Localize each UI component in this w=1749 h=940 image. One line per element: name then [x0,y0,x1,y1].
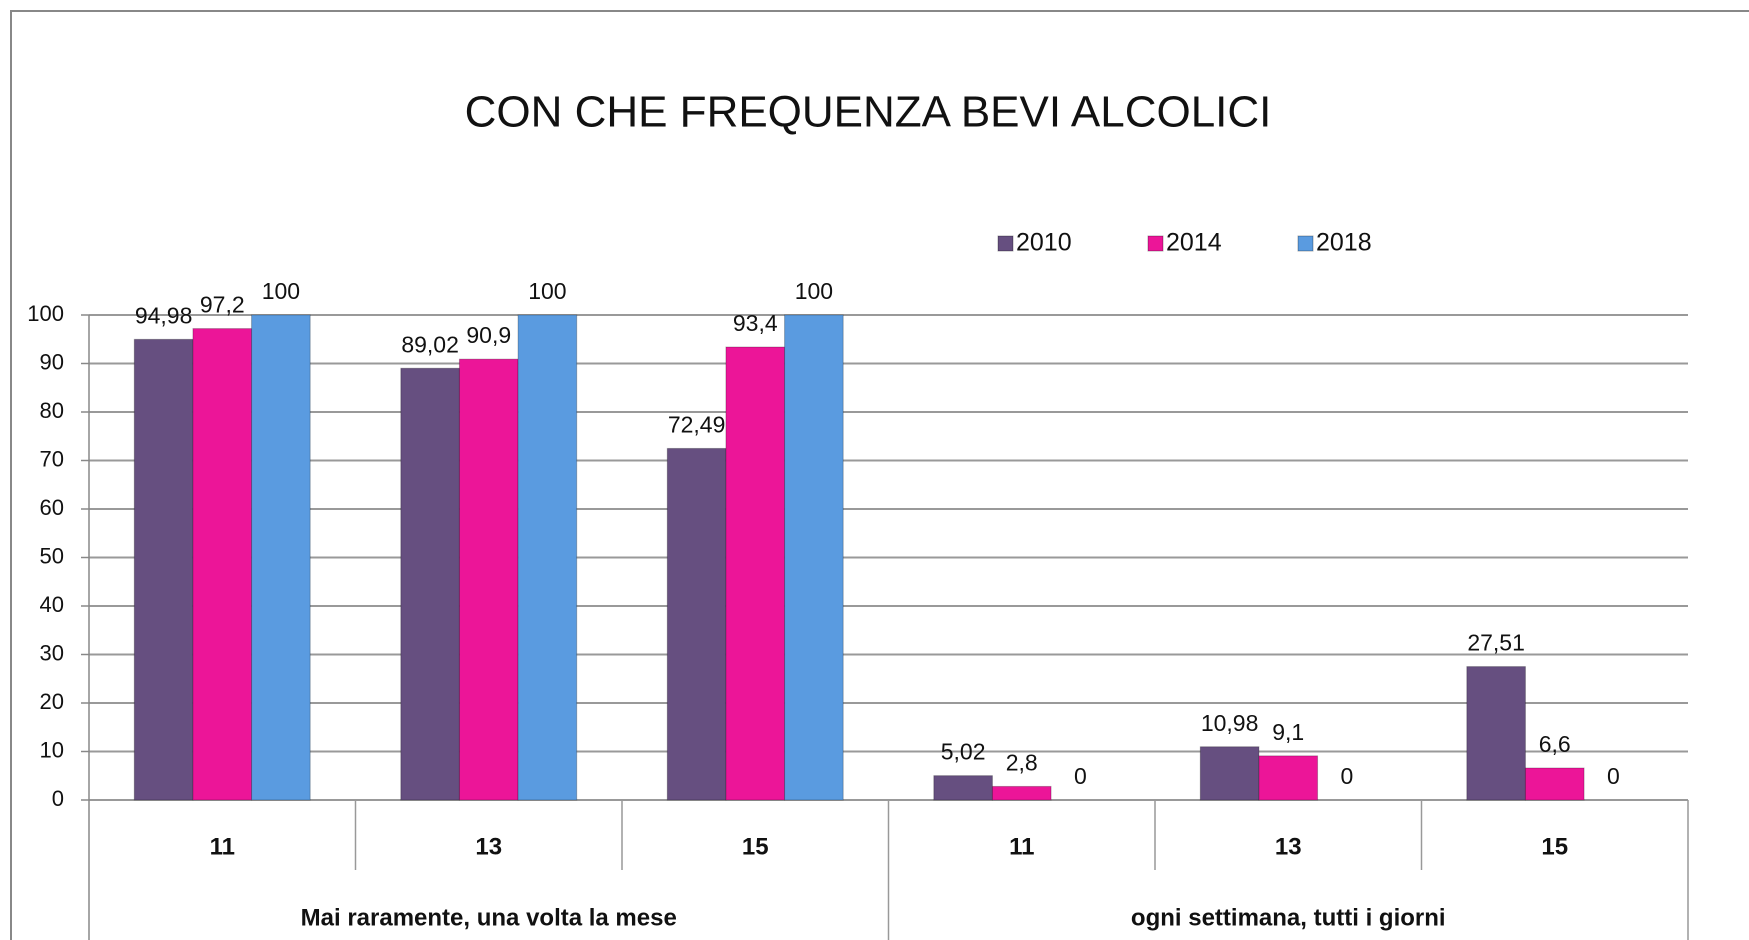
bar [133,338,194,801]
value-label: 0 [1607,763,1620,789]
group-label: ogni settimana, tutti i giorni [1131,904,1446,931]
value-label: 10,98 [1201,710,1259,736]
bar [517,314,578,801]
y-tick-label: 90 [40,349,64,374]
value-label: 9,1 [1272,719,1304,745]
value-label: 6,6 [1539,731,1571,757]
y-tick-label: 50 [40,543,64,568]
legend-swatch [997,235,1014,252]
bar [1524,767,1585,801]
bar [784,314,844,801]
value-label: 100 [528,278,566,304]
bar [251,314,311,801]
y-tick-label: 100 [27,301,64,326]
bar [991,785,1052,801]
x-tick-label: 15 [742,833,769,860]
value-label: 2,8 [1006,749,1038,775]
y-tick-label: 40 [40,592,64,617]
y-tick-label: 30 [40,640,64,665]
legend-swatch [1297,235,1314,252]
value-label: 27,51 [1467,630,1525,656]
chart-title: CON CHE FREQUENZA BEVI ALCOLICI [465,88,1272,137]
value-label: 94,98 [135,302,193,328]
legend-swatch [1147,235,1164,252]
bar [1258,755,1319,801]
value-label: 93,4 [733,310,778,336]
group-label: Mai raramente, una volta la mese [301,904,677,931]
legend-label: 2018 [1316,229,1372,257]
value-label: 5,02 [941,739,986,765]
bar [1199,746,1260,801]
y-tick-label: 70 [40,446,64,471]
value-label: 89,02 [401,331,459,357]
value-label: 0 [1074,763,1087,789]
value-label: 72,49 [668,412,726,438]
y-tick-label: 10 [40,737,64,762]
y-tick-label: 20 [40,689,64,714]
legend-label: 2010 [1016,229,1072,257]
y-tick-label: 0 [52,786,64,811]
x-tick-label: 11 [210,833,235,860]
x-tick-label: 11 [1009,833,1034,860]
bar [725,346,786,801]
value-label: 100 [262,278,300,304]
value-label: 0 [1340,763,1353,789]
value-label: 97,2 [200,292,245,318]
x-tick-label: 13 [1275,833,1302,860]
y-tick-label: 60 [40,495,64,520]
bar [400,367,460,801]
bar [458,358,519,801]
y-tick-label: 80 [40,398,64,423]
x-tick-label: 15 [1541,833,1568,860]
legend-label: 2014 [1166,229,1222,257]
bar [1466,666,1526,801]
bar [192,328,253,801]
value-label: 90,9 [466,322,511,348]
bar [933,775,993,801]
value-label: 100 [795,278,833,304]
bar [666,447,727,801]
x-tick-label: 13 [475,833,502,860]
